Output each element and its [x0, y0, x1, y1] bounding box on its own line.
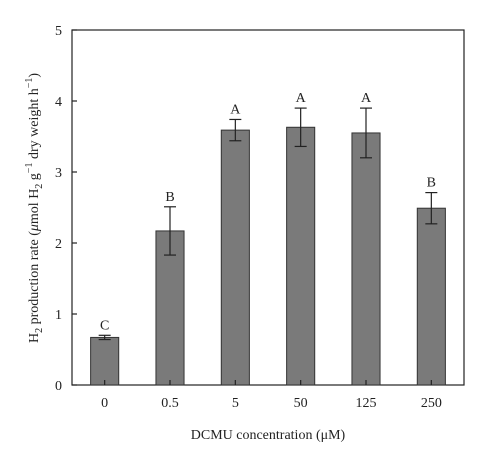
x-tick-label: 50	[294, 396, 308, 411]
x-tick-label: 0.5	[161, 396, 179, 411]
significance-label: B	[427, 176, 436, 191]
significance-label: A	[230, 102, 241, 117]
significance-label: C	[100, 318, 109, 333]
significance-labels-group: C B A A A B	[100, 91, 436, 333]
x-tick-label: 0	[101, 396, 108, 411]
bar	[416, 207, 446, 386]
y-axis-ticks-group: 0 1 2 3 4 5	[55, 24, 77, 394]
y-axis-title: H2 production rate (μmol H2 g−1 dry weig…	[24, 73, 45, 343]
y-tick-label: 4	[55, 95, 62, 110]
significance-label: A	[361, 91, 372, 106]
y-tick-label: 3	[55, 166, 62, 181]
bar	[90, 336, 120, 386]
x-axis-title: DCMU concentration (μM)	[191, 428, 346, 443]
bar	[220, 129, 250, 386]
bars-group	[90, 126, 446, 386]
x-axis-ticks-group: 0 0.5 5 50 125 250	[101, 380, 442, 411]
error-bars-group	[98, 107, 438, 341]
y-tick-label: 0	[55, 379, 62, 394]
bar	[286, 126, 316, 386]
plot-frame	[71, 29, 465, 386]
y-tick-label: 2	[55, 237, 62, 252]
bar	[351, 132, 381, 386]
y-tick-label: 5	[55, 24, 62, 39]
bar	[155, 230, 185, 386]
significance-label: B	[165, 190, 174, 205]
x-tick-label: 250	[421, 396, 442, 411]
x-tick-label: 5	[232, 396, 239, 411]
x-tick-label: 125	[356, 396, 377, 411]
significance-label: A	[296, 91, 307, 106]
y-tick-label: 1	[55, 308, 62, 323]
